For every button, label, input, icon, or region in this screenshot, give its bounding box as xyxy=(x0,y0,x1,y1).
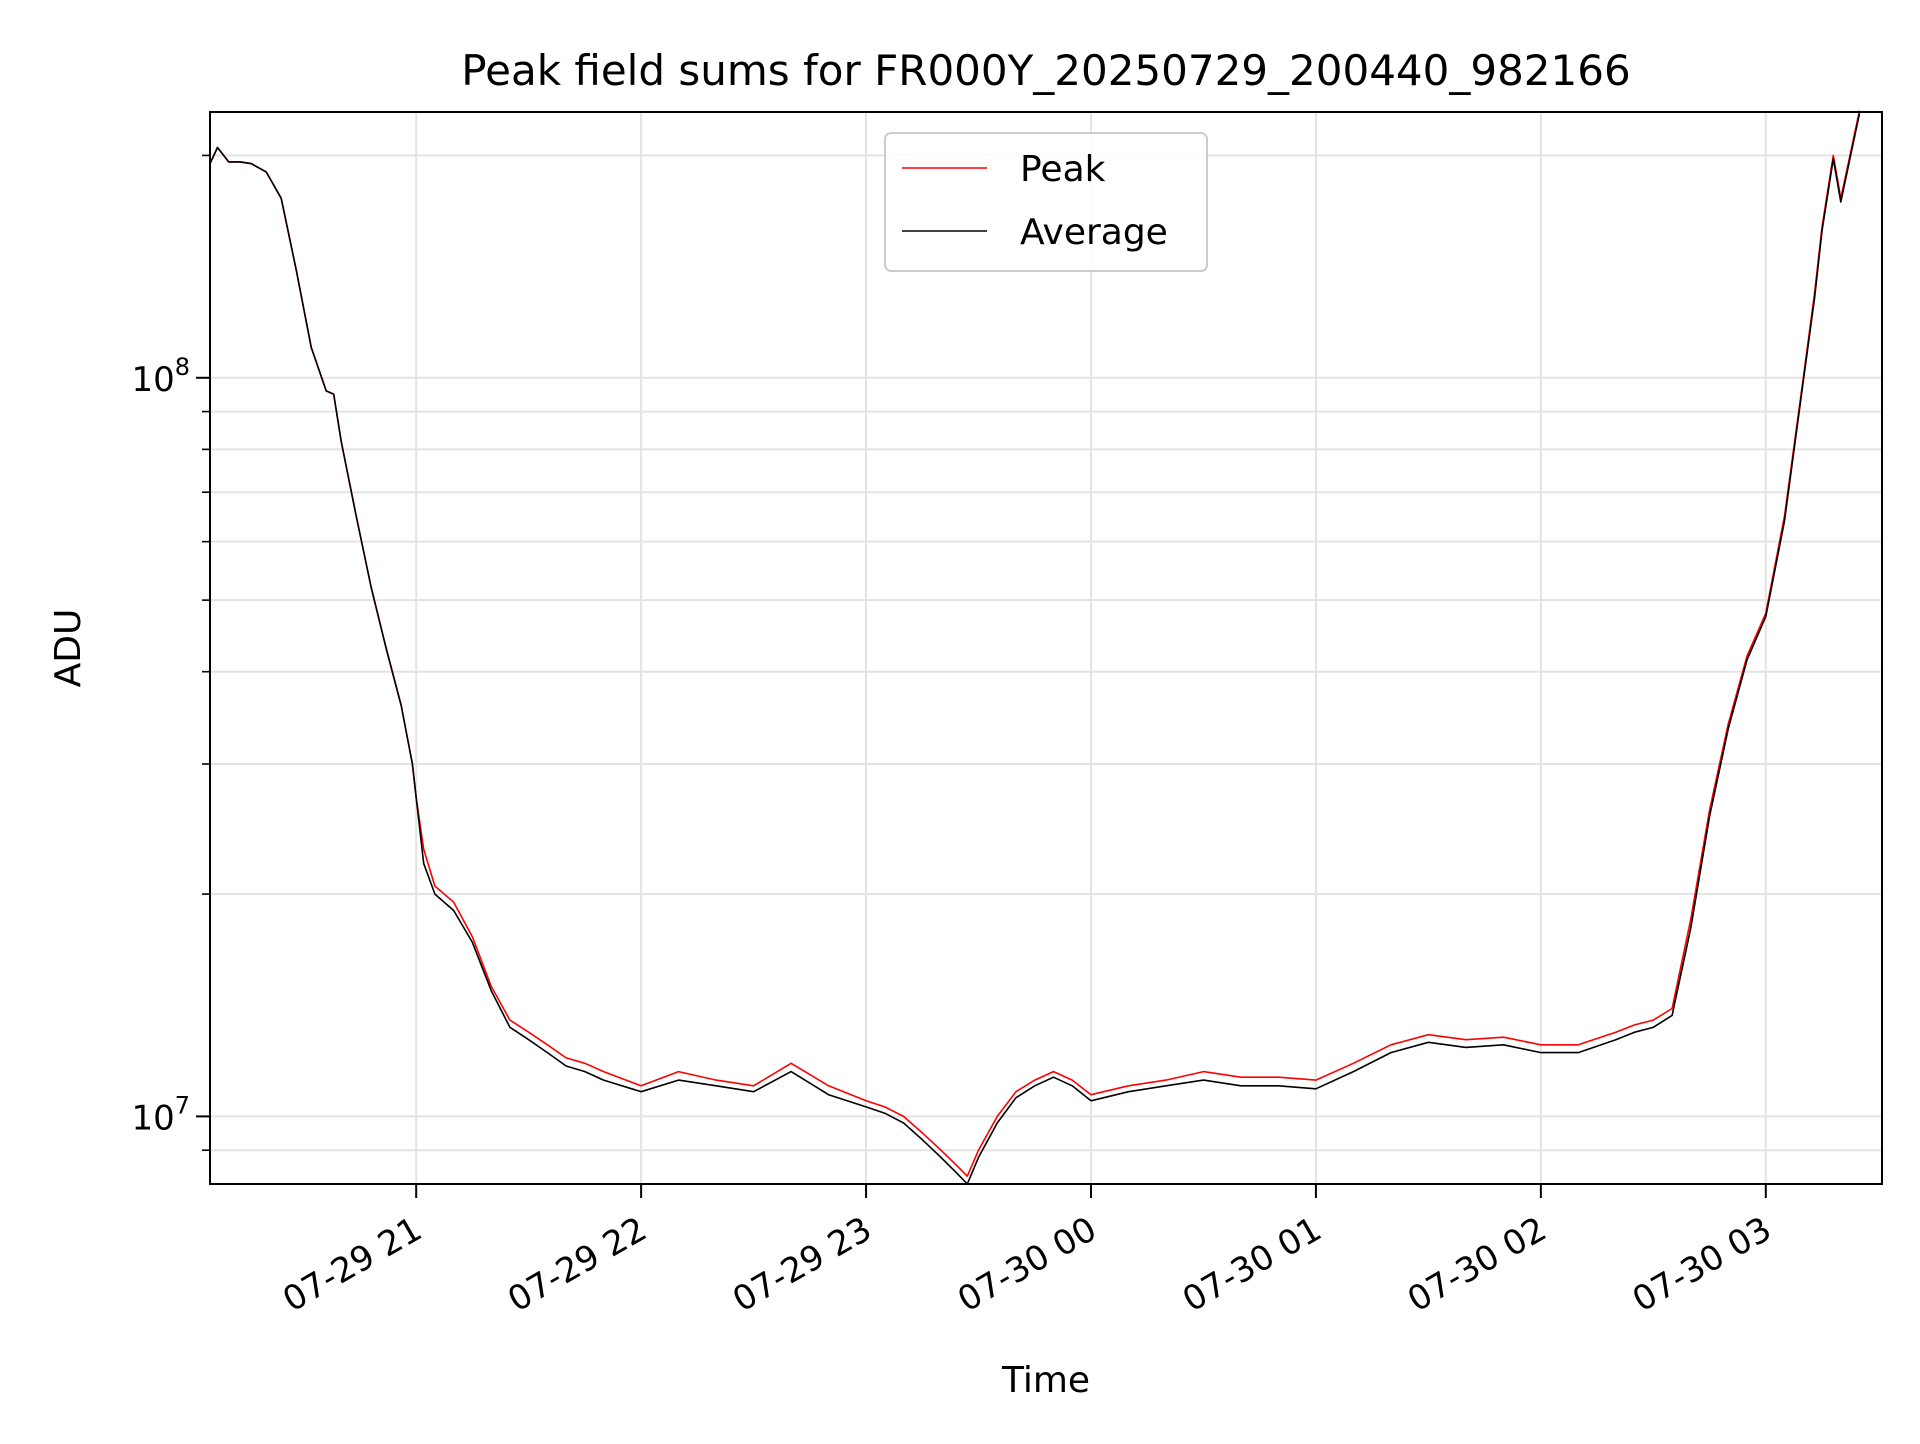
y-axis-label: ADU xyxy=(48,609,89,688)
legend-label-average: Average xyxy=(1020,212,1168,253)
series-line-average xyxy=(209,113,1861,1185)
legend-label-peak: Peak xyxy=(1020,149,1106,190)
y-tick-label: 107 xyxy=(131,1091,190,1138)
x-axis-label: Time xyxy=(1001,1360,1090,1401)
legend: Peak Average xyxy=(884,132,1208,272)
grid-lines xyxy=(210,112,1882,1184)
chart-title: Peak field sums for FR000Y_20250729_2004… xyxy=(461,46,1630,95)
plot-frame xyxy=(209,111,1883,1185)
series-layer xyxy=(209,110,1861,1185)
